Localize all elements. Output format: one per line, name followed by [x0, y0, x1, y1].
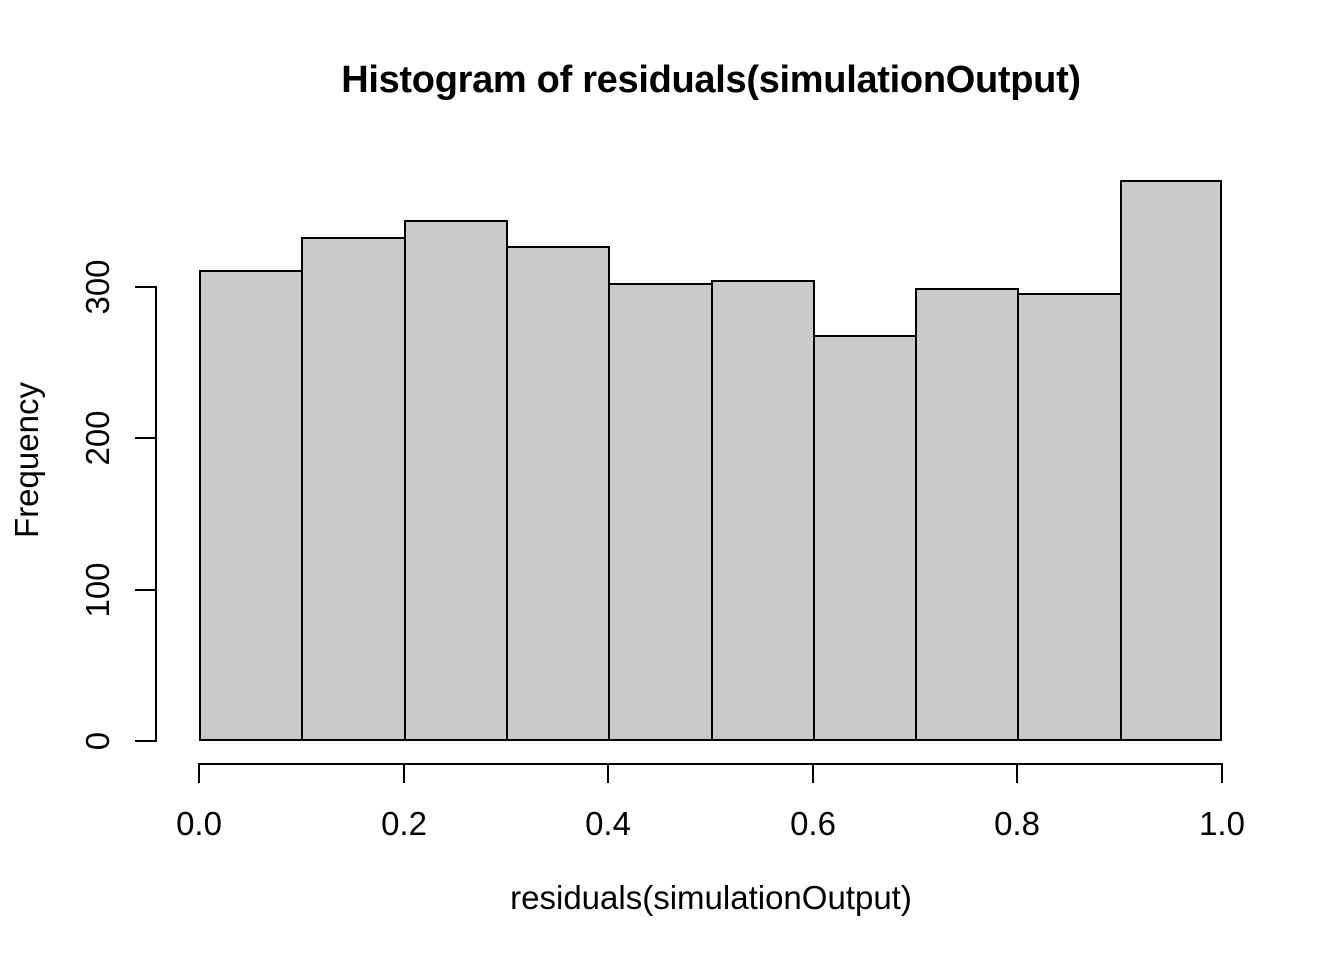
x-tick-label: 0.6: [790, 805, 836, 842]
x-tick: [812, 763, 814, 783]
histogram-bar: [301, 237, 406, 741]
y-tick: [135, 437, 155, 439]
x-tick: [198, 763, 200, 783]
chart-title: Histogram of residuals(simulationOutput): [341, 59, 1081, 101]
y-tick-label: 200: [79, 410, 116, 466]
x-axis-line: [198, 763, 1223, 765]
y-tick-label: 100: [79, 562, 116, 618]
histogram-bar: [1120, 180, 1222, 741]
x-axis-title: residuals(simulationOutput): [510, 879, 912, 916]
y-tick-label: 300: [79, 259, 116, 315]
histogram-bar: [711, 280, 815, 741]
y-tick-label: 0: [79, 731, 116, 751]
x-tick-label: 0.4: [585, 805, 631, 842]
y-axis-line: [155, 286, 157, 742]
x-tick: [1221, 763, 1223, 783]
histogram-bar: [813, 335, 917, 741]
histogram-bar: [915, 288, 1019, 741]
y-tick: [135, 740, 155, 742]
x-tick-label: 1.0: [1199, 805, 1245, 842]
x-tick-label: 0.8: [994, 805, 1040, 842]
histogram-bar: [608, 283, 713, 741]
histogram-bar: [506, 246, 610, 741]
histogram-bar: [404, 220, 508, 741]
histogram-bar: [1017, 293, 1122, 741]
y-tick: [135, 589, 155, 591]
y-tick: [135, 286, 155, 288]
x-tick: [1016, 763, 1018, 783]
x-tick-label: 0.2: [381, 805, 427, 842]
x-tick: [403, 763, 405, 783]
x-tick-label: 0.0: [176, 805, 222, 842]
histogram-bar: [199, 270, 303, 741]
x-tick: [607, 763, 609, 783]
y-axis-title: Frequency: [8, 382, 45, 538]
